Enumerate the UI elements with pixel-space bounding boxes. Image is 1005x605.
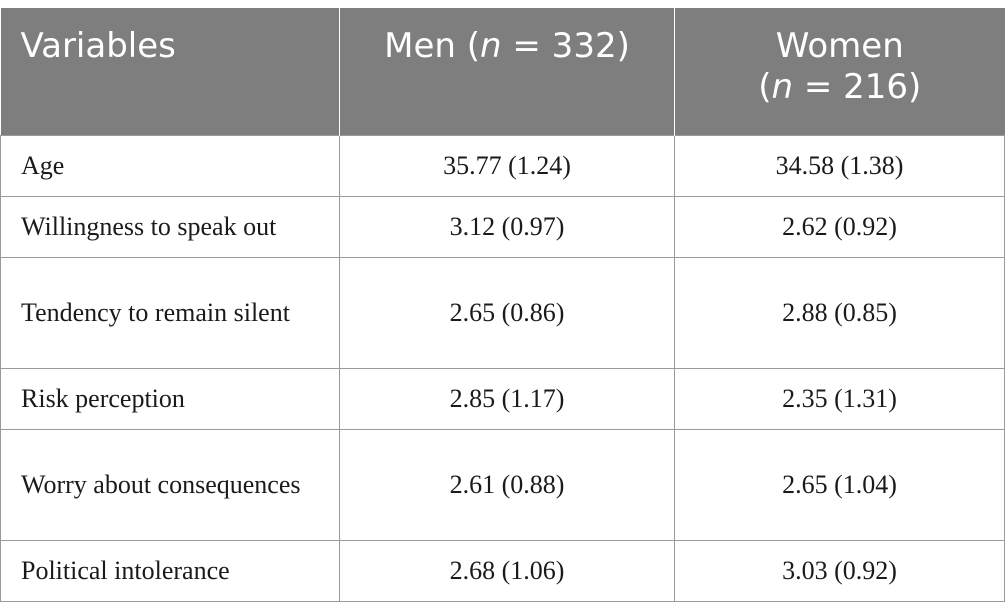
row-label: Tendency to remain silent — [0, 257, 340, 369]
header-men-n-symbol: n — [480, 26, 502, 66]
men-value: 2.61 (0.88) — [339, 429, 675, 541]
men-value: 2.65 (0.86) — [339, 257, 675, 369]
women-value: 2.88 (0.85) — [674, 257, 1005, 369]
header-women-paren: ( — [758, 67, 772, 107]
women-value: 2.62 (0.92) — [674, 196, 1005, 258]
header-men-count: = 332) — [501, 26, 630, 66]
row-label: Worry about consequences — [0, 429, 340, 541]
header-women-count: = 216) — [793, 67, 922, 107]
table-row: Age 35.77 (1.24) 34.58 (1.38) — [0, 135, 1005, 197]
header-women-n-symbol: n — [771, 67, 794, 107]
men-value: 35.77 (1.24) — [339, 135, 675, 197]
men-value: 2.68 (1.06) — [339, 540, 675, 602]
header-men: Men (n = 332) — [339, 8, 675, 136]
row-label: Risk perception — [0, 368, 340, 430]
women-value: 34.58 (1.38) — [674, 135, 1005, 197]
data-table: Variables Men (n = 332) Women (n = 216) A… — [0, 8, 1005, 602]
men-value: 2.85 (1.17) — [339, 368, 675, 430]
women-value: 2.65 (1.04) — [674, 429, 1005, 541]
table-row: Risk perception 2.85 (1.17) 2.35 (1.31) — [0, 368, 1005, 430]
men-value: 3.12 (0.97) — [339, 196, 675, 258]
header-women-label: Women — [775, 26, 904, 66]
row-label: Political intolerance — [0, 540, 340, 602]
row-label: Willingness to speak out — [0, 196, 340, 258]
header-men-label: Men ( — [384, 26, 481, 66]
table-row: Worry about consequences 2.61 (0.88) 2.6… — [0, 429, 1005, 541]
row-label: Age — [0, 135, 340, 197]
table-row: Political intolerance 2.68 (1.06) 3.03 (… — [0, 540, 1005, 602]
women-value: 3.03 (0.92) — [674, 540, 1005, 602]
table-row: Tendency to remain silent 2.65 (0.86) 2.… — [0, 257, 1005, 369]
table-row: Willingness to speak out 3.12 (0.97) 2.6… — [0, 196, 1005, 258]
header-variables-label: Variables — [20, 26, 176, 66]
header-variables: Variables — [0, 8, 340, 136]
header-women: Women (n = 216) — [674, 8, 1005, 136]
table-header-row: Variables Men (n = 332) Women (n = 216) — [0, 8, 1005, 136]
women-value: 2.35 (1.31) — [674, 368, 1005, 430]
